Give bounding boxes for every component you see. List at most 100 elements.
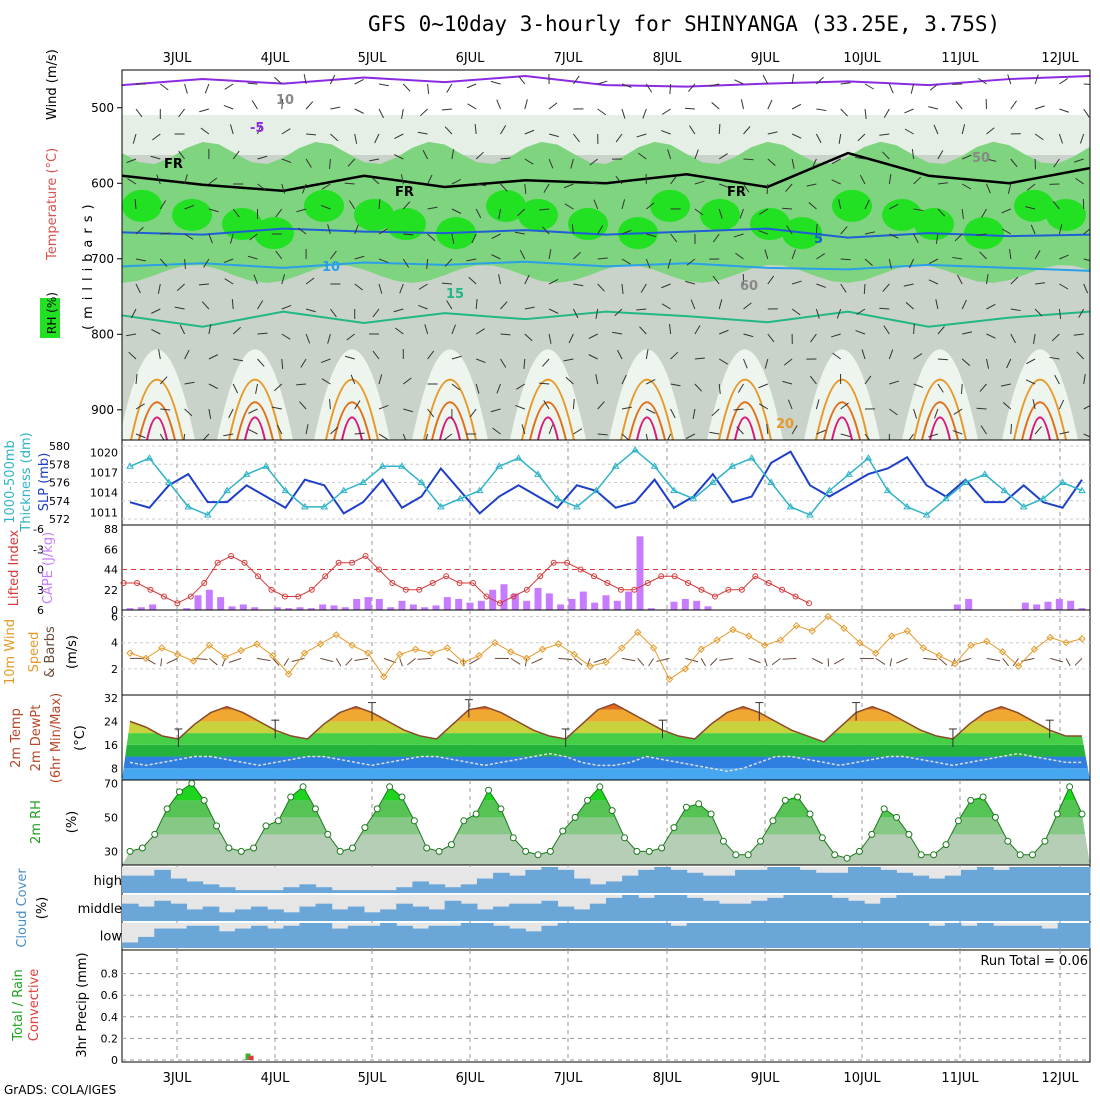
contour-label: 20: [776, 417, 794, 432]
wind-barb: [402, 83, 411, 92]
thickness-marker: [728, 462, 737, 469]
temp-tick-label: 32: [104, 692, 118, 705]
wind-barb: [1032, 399, 1036, 410]
wind-barb: [1000, 383, 1011, 387]
wind-barb: [670, 175, 677, 185]
thickness-marker: [339, 486, 348, 494]
thickness-tick-label: 578: [49, 458, 70, 471]
wind-barb: [476, 358, 486, 364]
cloud-middle-cell: [864, 903, 881, 921]
temperature-axis-label: Temperature (°C): [45, 148, 60, 261]
wind-barb: [831, 158, 841, 165]
wind-barb: [718, 208, 723, 219]
temp-unit: (°C): [73, 725, 88, 751]
cloud-low-cell: [460, 923, 478, 948]
wind-barb: [908, 433, 915, 440]
thickness-marker: [767, 478, 776, 485]
wind-barb: [281, 158, 292, 164]
cloud-middle-cell: [912, 895, 930, 921]
wind-barb: [903, 283, 914, 287]
isotherm-30: [734, 416, 756, 440]
cloud-high-cell: [315, 887, 333, 893]
wind-barb: [1034, 133, 1044, 141]
wind-speed-marker: [491, 638, 499, 647]
thickness-marker: [553, 494, 562, 502]
cloud-low-cell: [831, 923, 849, 948]
wind-barb-10m: [938, 658, 948, 666]
cape-bar: [398, 600, 406, 610]
wind-barb: [621, 83, 632, 88]
wind-barb: [372, 308, 380, 318]
cloud-high-cell: [1073, 867, 1091, 893]
wind-barb: [374, 133, 380, 144]
cloud-middle-cell: [767, 897, 784, 921]
cloud-middle-cell: [331, 909, 349, 921]
wind-barb: [354, 133, 358, 144]
cloud-middle-cell: [896, 895, 914, 921]
wind10m-unit-line: (m/s): [65, 635, 80, 669]
y-tick-label: 500: [91, 101, 114, 115]
wind-barb: [275, 250, 283, 260]
dry-boundary-layer: [1002, 349, 1078, 440]
rh-core-saturated: [650, 189, 690, 222]
wind-barb: [274, 383, 283, 392]
cape-bar: [511, 593, 519, 610]
wind-barb: [184, 174, 188, 185]
wind-barb: [670, 383, 681, 387]
li-axis-title: Lifted Index: [7, 529, 22, 606]
rh-marker: [472, 810, 480, 818]
wind-barb: [840, 82, 851, 85]
cape-bar: [523, 600, 531, 610]
wind-barb: [976, 233, 987, 236]
wind-speed-marker: [554, 640, 563, 648]
wind-speed-marker: [189, 657, 198, 665]
wind-barb-10m: [812, 657, 824, 665]
isotherm-25: [529, 401, 567, 440]
wind-barb: [733, 233, 744, 238]
cloud-low-cell: [799, 923, 817, 948]
cape-bar: [353, 598, 361, 610]
cloud-high-cell: [622, 875, 639, 893]
isotherm-25: [921, 401, 959, 440]
cloud-low-cell: [638, 923, 655, 948]
cloud-low-cell: [251, 925, 268, 948]
cloud-high-cell: [638, 869, 655, 893]
wind-barb: [466, 258, 477, 262]
wind-barb: [859, 174, 866, 185]
cloud-middle-cell: [541, 900, 559, 921]
thickness-marker: [398, 462, 406, 469]
wind-barb: [840, 433, 851, 438]
wind-barb: [573, 283, 584, 287]
cape-tick-label: 0: [111, 604, 118, 617]
wind-barb-10m: [709, 658, 718, 666]
cloud-middle-cell: [928, 895, 946, 921]
wind-barb: [330, 250, 337, 260]
wind-barb: [736, 426, 744, 435]
wind-barb: [928, 106, 939, 110]
wind-barb: [694, 149, 699, 160]
wind-barb: [1010, 276, 1019, 285]
cape-bar: [126, 608, 134, 610]
wind-speed-marker: [808, 627, 816, 635]
chart-title: GFS 0~10day 3-hourly for SHINYANGA (33.2…: [368, 12, 1001, 36]
wind-barb: [443, 433, 453, 440]
wind-barb: [667, 149, 672, 160]
wind-barb: [425, 433, 429, 440]
wind-barb: [127, 178, 137, 185]
wind-barb: [1034, 105, 1045, 110]
wind-barb: [646, 379, 656, 385]
wind-barb: [518, 75, 526, 85]
rh-marker: [274, 817, 282, 825]
wind-barb: [669, 324, 672, 335]
millibars-axis-label: (millibars): [81, 198, 96, 330]
dewpoint-line: [129, 752, 1082, 772]
cloud-high-cell: [331, 890, 349, 893]
rh-marker: [571, 813, 579, 821]
wind-barb: [1030, 224, 1036, 235]
cape-bar: [670, 601, 678, 610]
cloud-middle-cell: [686, 897, 704, 921]
wind-barb: [685, 280, 696, 285]
cloud-middle-cell: [735, 903, 752, 921]
isotherm--5: [122, 75, 1090, 88]
wind-barb: [274, 76, 283, 85]
